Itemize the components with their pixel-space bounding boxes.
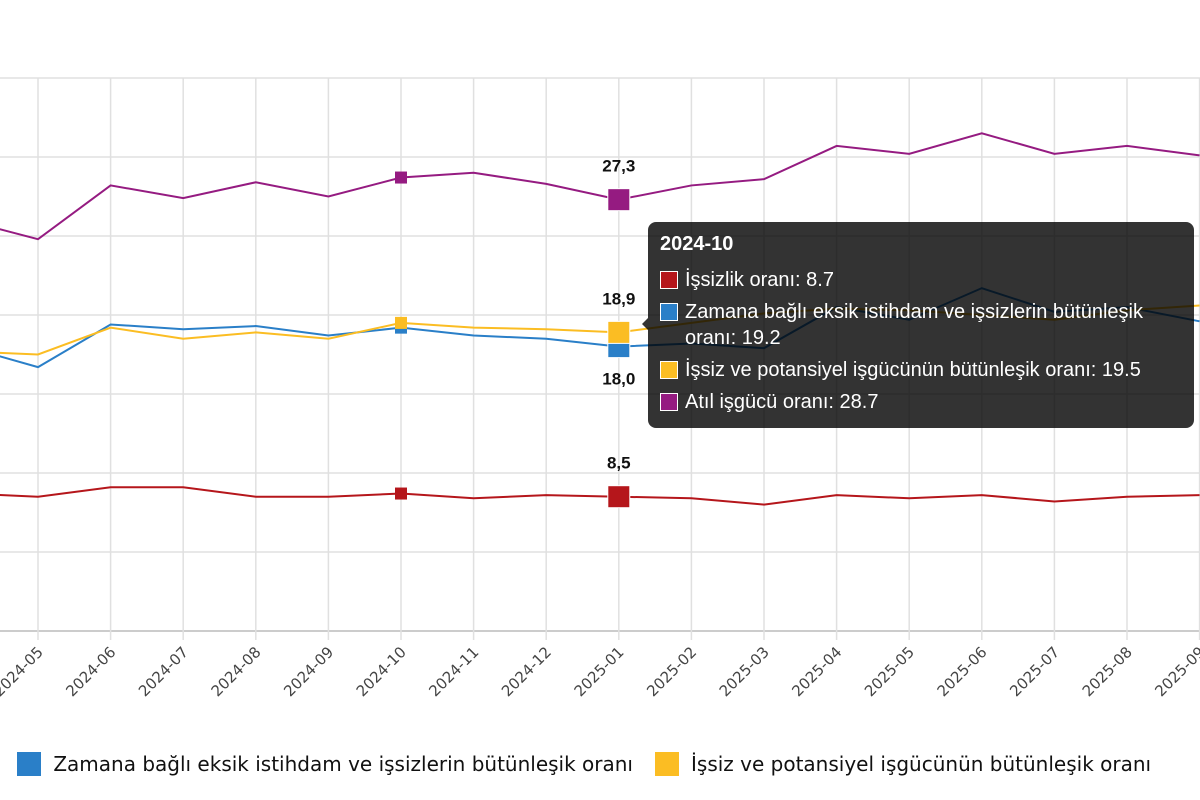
x-tick-label: 2025-05 (861, 643, 918, 700)
line-chart: 2024-042024-052024-062024-072024-082024-… (0, 77, 1200, 700)
x-tick-label: 2025-04 (788, 643, 845, 700)
x-tick-label: 2024-10 (353, 643, 410, 700)
tooltip: 2024-10 İşsizlik oranı: 8.7 Zamana bağlı… (642, 222, 1194, 428)
x-tick-label: 2024-08 (208, 643, 265, 700)
x-tick-label: 2024-11 (425, 643, 482, 700)
x-tick-label: 2024-05 (0, 643, 47, 700)
x-tick-label: 2024-06 (62, 643, 119, 700)
x-tick-label: 2025-02 (643, 643, 700, 700)
tooltip-title: 2024-10 (660, 233, 734, 255)
data-label: 18,9 (602, 289, 635, 308)
tooltip-row-unemployment: İşsizlik oranı: 8.7 (660, 264, 1182, 296)
x-axis-ticks: 2024-042024-052024-062024-072024-082024-… (0, 643, 1200, 700)
data-point-highlighted (607, 320, 631, 344)
series-swatch (660, 271, 678, 289)
series-swatch (660, 303, 678, 321)
data-label: 18,0 (602, 370, 635, 389)
tooltip-row-underutilization: Atıl işgücü oranı: 28.7 (660, 386, 1182, 418)
tooltip-row-text: İşsizlik oranı: 8.7 (685, 269, 834, 291)
x-tick-label: 2025-06 (934, 643, 991, 700)
series-markers (395, 171, 631, 509)
x-tick-label: 2025-09 (1151, 643, 1200, 700)
data-labels: 27,3 18,9 18,0 8,5 (602, 157, 635, 473)
tooltip-row-text: Zamana bağlı eksik istihdam ve işsizleri… (685, 301, 1143, 349)
data-point-highlighted (607, 485, 631, 509)
x-tick-label: 2025-01 (571, 643, 628, 700)
series-swatch (660, 361, 678, 379)
tooltip-row-text: Atıl işgücü oranı: 28.7 (685, 391, 879, 413)
x-tick-label: 2024-09 (280, 643, 337, 700)
x-tick-label: 2024-07 (135, 643, 192, 700)
data-point-hovered (395, 487, 407, 500)
legend-item-time-related[interactable]: Zamana bağlı eksik istihdam ve işsizleri… (17, 752, 633, 776)
series-line (0, 486, 1200, 506)
legend-swatch (655, 752, 679, 776)
legend-label: Zamana bağlı eksik istihdam ve işsizleri… (53, 752, 633, 776)
series-swatch (660, 393, 678, 411)
legend-item-potential[interactable]: İşsiz ve potansiyel işgücünün bütünleşik… (655, 752, 1151, 776)
series-line (0, 132, 1200, 241)
data-label: 27,3 (602, 157, 635, 176)
data-point-highlighted (607, 188, 631, 212)
x-tick-label: 2024-12 (498, 643, 555, 700)
data-point-hovered (395, 316, 407, 329)
x-tick-label: 2025-07 (1006, 643, 1063, 700)
x-tick-label: 2025-08 (1079, 643, 1136, 700)
x-tick-label: 2025-03 (716, 643, 773, 700)
legend-swatch (17, 752, 42, 776)
tooltip-row-potential: İşsiz ve potansiyel işgücünün bütünleşik… (660, 354, 1182, 386)
legend-label: İşsiz ve potansiyel işgücünün bütünleşik… (691, 752, 1152, 776)
tooltip-row-text: İşsiz ve potansiyel işgücünün bütünleşik… (685, 359, 1141, 381)
tooltip-row-time-related: Zamana bağlı eksik istihdam ve işsizleri… (660, 296, 1182, 354)
data-point-hovered (395, 171, 407, 184)
data-label: 8,5 (607, 454, 631, 473)
